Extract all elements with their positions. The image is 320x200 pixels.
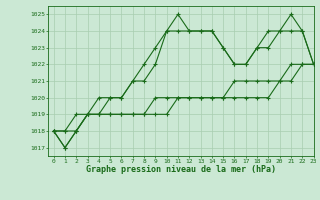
X-axis label: Graphe pression niveau de la mer (hPa): Graphe pression niveau de la mer (hPa)	[86, 165, 276, 174]
